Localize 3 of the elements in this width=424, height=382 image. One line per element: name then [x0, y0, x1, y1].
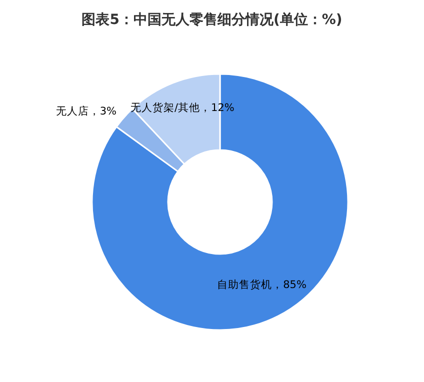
slice-label: 自助售货机，85%: [217, 278, 306, 291]
slice-label: 无人店，3%: [56, 104, 116, 118]
chart-title: 图表5：中国无人零售细分情况(单位：%): [82, 12, 342, 28]
